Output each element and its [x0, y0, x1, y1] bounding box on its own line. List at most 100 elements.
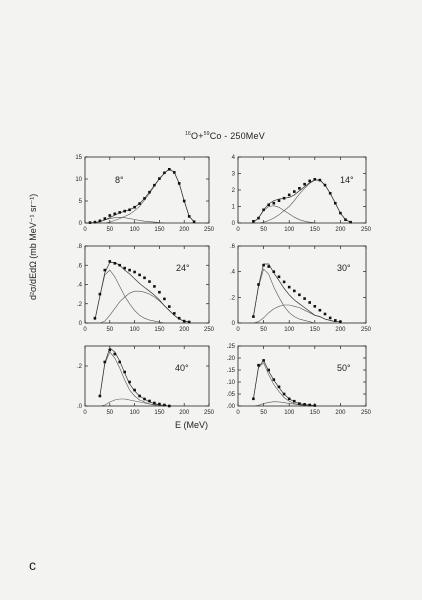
data-point: [267, 368, 270, 372]
data-point: [108, 214, 112, 217]
data-point: [308, 179, 311, 183]
chart-panel-3: 0 50 100 150 200 250 0 .2 .4 .6 30°: [230, 244, 372, 333]
x-tick-label: 50: [106, 410, 113, 416]
x-tick-label: 50: [106, 227, 113, 233]
data-point: [163, 297, 166, 301]
data-point: [267, 265, 270, 268]
x-tick-label: 50: [260, 227, 267, 233]
x-tick-label: 200: [335, 227, 346, 233]
data-point: [267, 203, 270, 207]
y-tick-label: .4: [77, 283, 83, 289]
data-point: [328, 192, 332, 195]
angle-label: 14°: [340, 175, 354, 185]
data-point: [293, 289, 296, 293]
x-tick-label: 100: [284, 327, 295, 333]
plot-frame: [84, 156, 210, 224]
data-point: [262, 359, 265, 362]
x-tick-label: 150: [154, 327, 165, 333]
x-tick-label: 50: [260, 410, 267, 416]
data-point: [339, 320, 342, 323]
data-point: [313, 305, 317, 308]
data-point: [182, 319, 186, 323]
data-point: [168, 404, 171, 408]
data-point: [339, 211, 342, 215]
data-point: [123, 209, 126, 213]
data-point: [298, 293, 301, 297]
y-tick-label: 0: [232, 321, 236, 327]
data-point: [277, 385, 281, 389]
x-tick-label: 0: [236, 227, 240, 233]
data-point: [272, 378, 276, 381]
chart-panel-4: 0 50 100 150 200 250 .0 .2 40°: [77, 345, 215, 416]
angle-label: 40°: [175, 363, 189, 373]
y-tick-label: .8: [77, 244, 83, 250]
data-point: [257, 363, 260, 367]
data-point: [93, 220, 97, 224]
title-sym-a: O+: [191, 131, 204, 141]
component-curve-1: [94, 290, 190, 324]
data-point: [118, 360, 121, 364]
data-point: [287, 285, 291, 289]
y-tick-label: 4: [232, 155, 236, 161]
data-point: [272, 270, 276, 273]
data-point: [163, 403, 166, 407]
data-point: [293, 399, 296, 403]
fit-curve: [89, 168, 195, 224]
data-point: [133, 205, 136, 209]
y-tick-label: .6: [77, 263, 83, 269]
plot-frame: [84, 345, 210, 407]
y-tick-label: 15: [75, 155, 82, 161]
data-point: [282, 392, 286, 396]
y-tick-label: .2: [77, 302, 83, 308]
x-tick-label: 150: [154, 227, 165, 233]
data-point: [158, 402, 161, 406]
chart-panel-0: 0 50 100 150 200 250 0 5 10 15 8°: [75, 155, 214, 233]
data-point: [138, 394, 141, 398]
data-point: [173, 171, 176, 174]
fit-curve: [253, 359, 315, 406]
data-point: [313, 178, 317, 181]
data-point: [257, 216, 260, 220]
x-tick-label: 250: [204, 327, 215, 333]
data-point: [334, 319, 337, 322]
component-curve-0: [94, 269, 190, 324]
corner-letter: c: [29, 557, 36, 573]
chart-panel-1: 0 50 100 150 200 250 0 1 2 3 4 14°: [232, 155, 372, 233]
data-point: [303, 182, 306, 186]
data-point: [187, 215, 191, 218]
data-point: [187, 320, 191, 324]
data-point: [192, 220, 196, 223]
x-tick-label: 150: [154, 410, 165, 416]
data-point: [177, 182, 181, 185]
angle-label: 30°: [337, 263, 351, 273]
y-tick-label: .25: [227, 344, 236, 350]
fit-curve: [253, 263, 341, 323]
y-tick-label: .6: [230, 244, 236, 250]
title-sym-b: Co: [209, 131, 222, 141]
data-point: [287, 397, 291, 401]
x-tick-label: 50: [260, 327, 267, 333]
data-point: [143, 397, 146, 401]
y-tick-label: .20: [227, 356, 236, 362]
y-tick-label: .4: [230, 270, 236, 276]
component-curve-0: [253, 362, 315, 407]
x-tick-label: 100: [284, 410, 295, 416]
data-point: [108, 348, 112, 352]
data-point: [168, 168, 171, 171]
component-curve-1: [253, 179, 351, 224]
x-tick-label: 200: [179, 410, 190, 416]
x-tick-label: 200: [335, 327, 346, 333]
data-point: [163, 171, 166, 175]
y-tick-label: .2: [230, 295, 236, 301]
x-tick-label: 50: [106, 327, 113, 333]
y-tick-label: .0: [77, 404, 83, 410]
data-point: [128, 268, 131, 272]
data-point: [262, 208, 265, 212]
data-point: [118, 263, 121, 267]
data-point: [282, 196, 286, 200]
chart-panel-5: 0 50 100 150 200 250 .00 .05 .10 .15 .20 .25 50°: [227, 344, 372, 416]
x-tick-label: 100: [130, 327, 141, 333]
data-point: [298, 402, 301, 405]
